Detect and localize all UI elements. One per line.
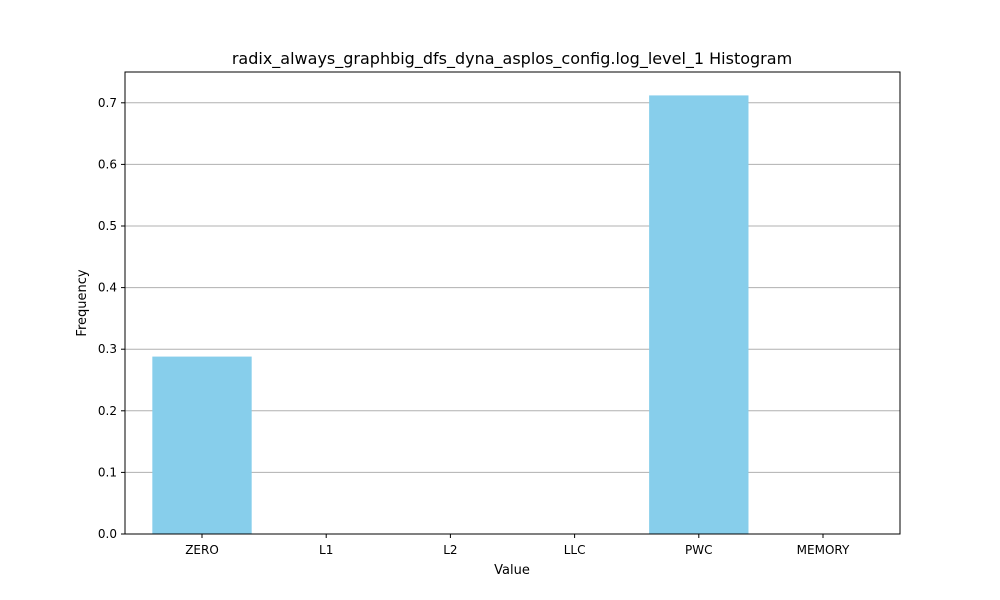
y-tick-label: 0.7	[98, 96, 117, 110]
y-tick-label: 0.3	[98, 342, 117, 356]
y-tick-label: 0.5	[98, 219, 117, 233]
x-tick-label: LLC	[564, 543, 586, 557]
x-tick-label: ZERO	[185, 543, 219, 557]
x-tick-label: L2	[443, 543, 457, 557]
plot-background	[125, 72, 900, 534]
y-tick-label: 0.0	[98, 527, 117, 541]
y-tick-label: 0.1	[98, 465, 117, 479]
x-tick-label: MEMORY	[797, 543, 850, 557]
y-axis-label: Frequency	[75, 269, 90, 336]
y-tick-label: 0.6	[98, 157, 117, 171]
y-tick-label: 0.2	[98, 404, 117, 418]
plot-frame	[124, 71, 901, 535]
y-tick-label: 0.4	[98, 281, 117, 295]
x-tick-label: L1	[319, 543, 333, 557]
x-tick-label: PWC	[685, 543, 712, 557]
x-axis-label: Value	[494, 563, 530, 578]
bars	[152, 95, 749, 535]
y-axis-ticks: 0.0 0.1 0.2 0.3 0.4 0.5 0.6 0.7	[98, 96, 125, 541]
grid-lines	[125, 102, 900, 535]
plot-area: 0.0 0.1 0.2 0.3 0.4 0.5 0.6 0.7 ZERO L1 L2 LLC PWC M…	[98, 71, 901, 557]
chart-title: radix_always_graphbig_dfs_dyna_asplos_co…	[232, 49, 792, 69]
bar-pwc	[649, 95, 749, 535]
x-axis-ticks: ZERO L1 L2 LLC PWC MEMORY	[185, 534, 850, 557]
bar-zero	[152, 356, 252, 534]
